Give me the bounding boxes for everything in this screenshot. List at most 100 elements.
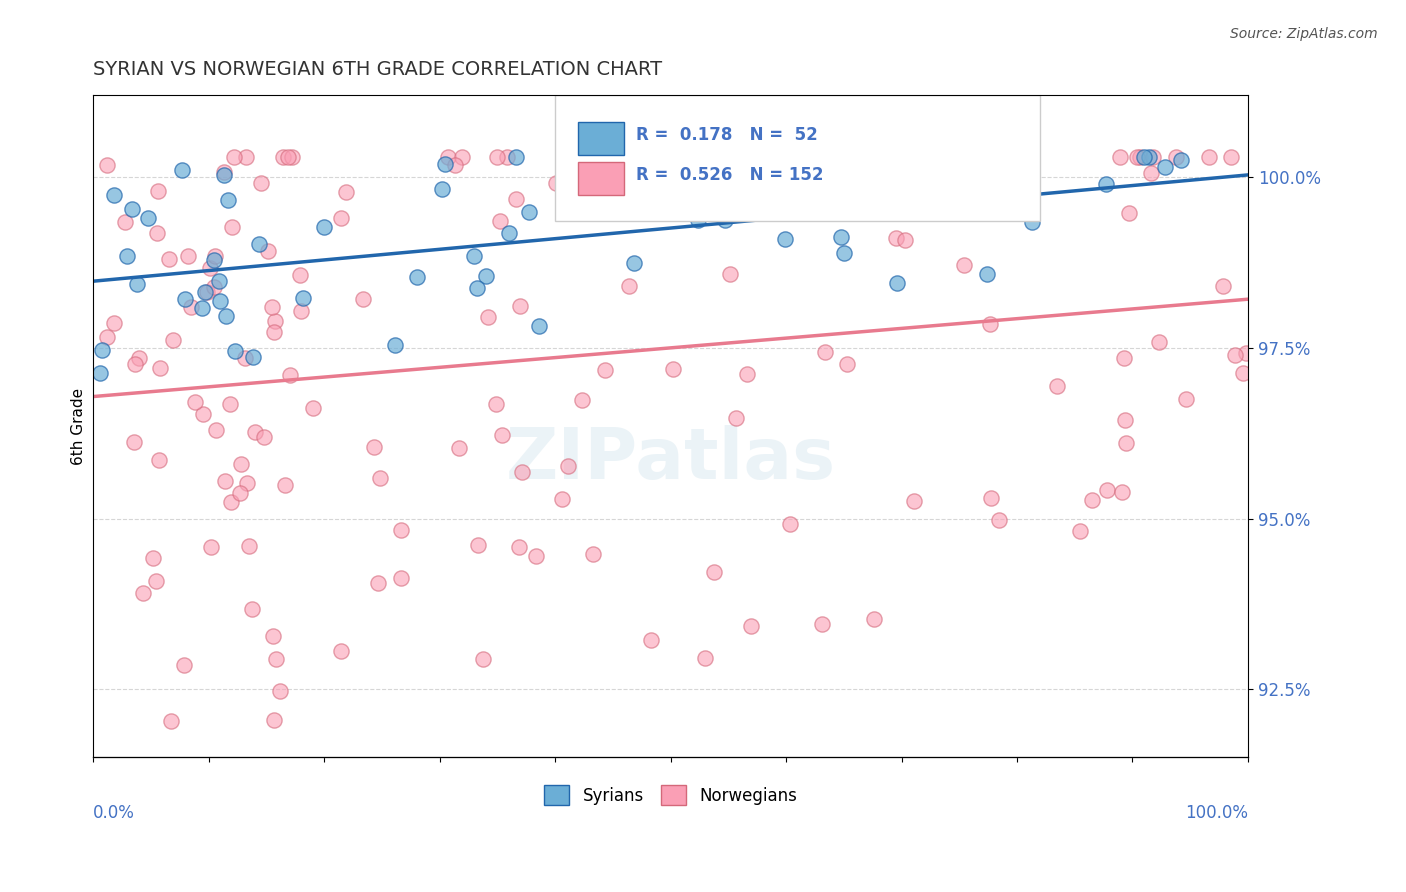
- Norwegians: [508, 540, 530, 554]
- Norwegians: [1126, 150, 1149, 164]
- Norwegians: [605, 150, 627, 164]
- Syrians: [247, 236, 270, 251]
- Norwegians: [262, 629, 284, 643]
- Norwegians: [114, 215, 136, 229]
- Norwegians: [329, 644, 352, 658]
- Norwegians: [146, 227, 169, 241]
- Syrians: [581, 200, 603, 214]
- Syrians: [498, 226, 520, 240]
- Norwegians: [1232, 366, 1254, 380]
- Norwegians: [979, 317, 1001, 331]
- Syrians: [1170, 153, 1192, 167]
- Syrians: [976, 267, 998, 281]
- Syrians: [202, 252, 225, 267]
- Norwegians: [1000, 150, 1022, 164]
- Norwegians: [148, 184, 170, 198]
- Norwegians: [437, 150, 460, 164]
- Syrians: [208, 293, 231, 308]
- Norwegians: [330, 211, 353, 225]
- Norwegians: [891, 150, 914, 164]
- Norwegians: [1142, 150, 1164, 164]
- Norwegians: [467, 538, 489, 552]
- Norwegians: [253, 430, 276, 444]
- Norwegians: [145, 574, 167, 588]
- Norwegians: [952, 258, 974, 272]
- Norwegians: [994, 153, 1017, 168]
- Norwegians: [269, 683, 291, 698]
- Norwegians: [505, 192, 527, 206]
- Norwegians: [810, 617, 832, 632]
- Norwegians: [198, 261, 221, 276]
- Text: R =  0.178   N =  52: R = 0.178 N = 52: [636, 126, 818, 145]
- Norwegians: [204, 249, 226, 263]
- Norwegians: [128, 351, 150, 366]
- Norwegians: [149, 360, 172, 375]
- Syrians: [474, 268, 496, 283]
- Norwegians: [103, 316, 125, 330]
- Norwegians: [749, 150, 772, 164]
- Norwegians: [582, 547, 605, 561]
- Norwegians: [903, 494, 925, 508]
- Norwegians: [122, 435, 145, 450]
- Norwegians: [1147, 334, 1170, 349]
- Syrians: [291, 291, 314, 305]
- Norwegians: [894, 233, 917, 247]
- Norwegians: [281, 150, 304, 164]
- Norwegians: [862, 612, 884, 626]
- Norwegians: [1108, 150, 1130, 164]
- Norwegians: [367, 575, 389, 590]
- Norwegians: [236, 476, 259, 491]
- Syrians: [433, 157, 456, 171]
- Norwegians: [837, 357, 859, 371]
- Norwegians: [184, 395, 207, 409]
- Syrians: [725, 193, 748, 207]
- Norwegians: [363, 440, 385, 454]
- Norwegians: [263, 713, 285, 727]
- Norwegians: [1225, 348, 1247, 362]
- Norwegians: [1175, 392, 1198, 407]
- Norwegians: [263, 326, 285, 340]
- Norwegians: [638, 150, 661, 164]
- Norwegians: [177, 248, 200, 262]
- Syrians: [1137, 150, 1160, 164]
- Syrians: [886, 276, 908, 290]
- Legend: Syrians, Norwegians: Syrians, Norwegians: [537, 779, 803, 812]
- Text: Source: ZipAtlas.com: Source: ZipAtlas.com: [1230, 27, 1378, 41]
- Norwegians: [274, 478, 297, 492]
- Norwegians: [551, 491, 574, 506]
- Norwegians: [219, 397, 242, 411]
- Norwegians: [159, 714, 181, 728]
- Norwegians: [1112, 351, 1135, 365]
- Norwegians: [695, 650, 717, 665]
- Syrians: [242, 350, 264, 364]
- Norwegians: [485, 397, 508, 411]
- Norwegians: [221, 495, 243, 509]
- Bar: [578, 161, 624, 194]
- Syrians: [117, 249, 139, 263]
- Norwegians: [1166, 150, 1188, 164]
- Norwegians: [204, 423, 226, 437]
- Norwegians: [1095, 483, 1118, 497]
- Norwegians: [1140, 166, 1163, 180]
- Norwegians: [718, 267, 741, 281]
- Norwegians: [724, 410, 747, 425]
- Norwegians: [157, 252, 180, 266]
- Norwegians: [779, 516, 801, 531]
- Norwegians: [735, 368, 758, 382]
- Norwegians: [1046, 379, 1069, 393]
- Syrians: [103, 188, 125, 202]
- Syrians: [830, 230, 852, 244]
- Norwegians: [288, 268, 311, 282]
- Syrians: [832, 245, 855, 260]
- Norwegians: [634, 150, 657, 164]
- Norwegians: [617, 278, 640, 293]
- Syrians: [217, 193, 239, 207]
- Norwegians: [939, 150, 962, 164]
- Norwegians: [485, 150, 508, 164]
- Norwegians: [1081, 492, 1104, 507]
- Syrians: [517, 204, 540, 219]
- Norwegians: [988, 512, 1011, 526]
- Syrians: [862, 150, 884, 164]
- Norwegians: [277, 150, 299, 164]
- Bar: [578, 122, 624, 155]
